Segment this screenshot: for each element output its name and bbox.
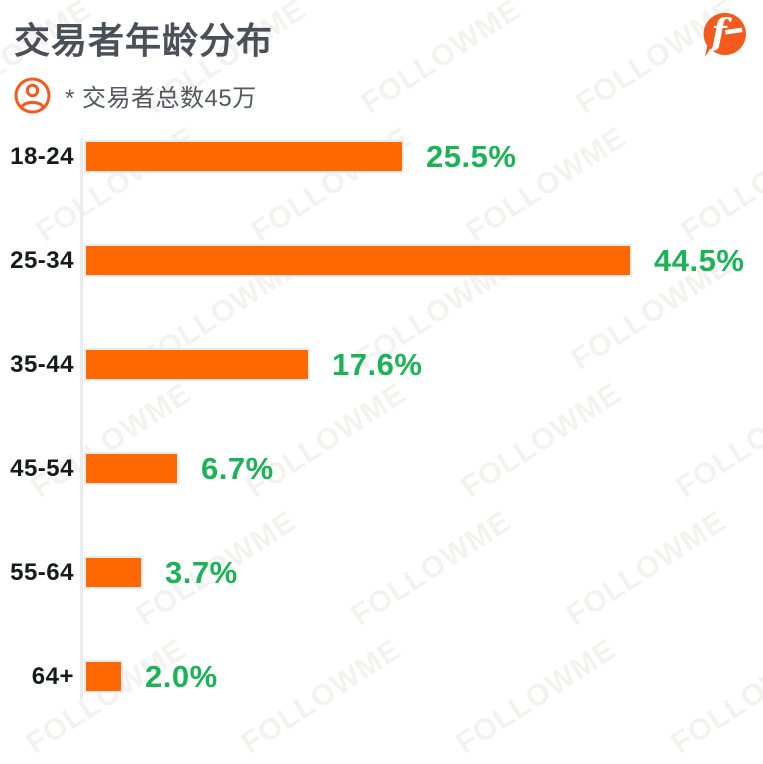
value-label: 17.6% bbox=[332, 347, 423, 382]
followme-logo: f bbox=[703, 12, 746, 57]
value-label: 3.7% bbox=[165, 555, 238, 590]
chart-row-35-44: 35-44 17.6% bbox=[0, 348, 763, 381]
bar-35-44 bbox=[84, 348, 310, 381]
bar-18-24 bbox=[84, 140, 404, 173]
category-label: 35-44 bbox=[10, 351, 74, 378]
bar-64+ bbox=[84, 660, 123, 693]
category-label: 45-54 bbox=[10, 455, 74, 482]
subtitle-note: * 交易者总数45万 bbox=[65, 85, 257, 112]
chart-row-25-34: 25-34 44.5% bbox=[0, 244, 763, 277]
person-in-circle-icon bbox=[14, 77, 51, 114]
subtitle-note-row: * 交易者总数45万 bbox=[14, 77, 257, 114]
chart-row-18-24: 18-24 25.5% bbox=[0, 140, 763, 173]
chart-row-55-64: 55-64 3.7% bbox=[0, 556, 763, 589]
value-label: 2.0% bbox=[145, 659, 218, 694]
category-label: 55-64 bbox=[10, 559, 74, 586]
value-label: 44.5% bbox=[654, 243, 745, 278]
bar-55-64 bbox=[84, 556, 143, 589]
value-label: 25.5% bbox=[426, 139, 517, 174]
value-label: 6.7% bbox=[201, 451, 274, 486]
category-label: 25-34 bbox=[10, 247, 74, 274]
y-axis-line bbox=[80, 138, 83, 700]
chart-row-45-54: 45-54 6.7% bbox=[0, 452, 763, 485]
chart-row-64+: 64+ 2.0% bbox=[0, 660, 763, 693]
bar-25-34 bbox=[84, 244, 632, 277]
page-title: 交易者年龄分布 bbox=[14, 20, 274, 61]
bar-45-54 bbox=[84, 452, 179, 485]
category-label: 18-24 bbox=[10, 143, 74, 170]
category-label: 64+ bbox=[31, 663, 74, 690]
